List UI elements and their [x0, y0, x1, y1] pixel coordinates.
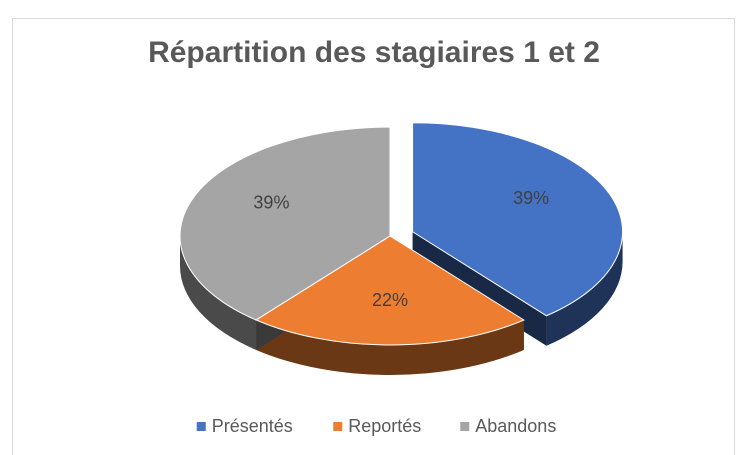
- slice: [255, 235, 525, 346]
- data-label: 39%: [513, 188, 549, 208]
- legend-swatch: [333, 422, 343, 431]
- legend-label: Présentés: [212, 416, 293, 436]
- slice-wall: [180, 236, 257, 350]
- data-label: 22%: [372, 290, 408, 310]
- legend-label: Abandons: [475, 416, 556, 436]
- data-label: 39%: [253, 192, 289, 212]
- slice-wall: [546, 231, 623, 346]
- legend: Présentés Reportés Abandons: [196, 416, 556, 436]
- legend-label: Reportés: [348, 416, 421, 436]
- slice: [412, 122, 624, 317]
- legend-swatch: [196, 422, 206, 431]
- slice-wall: [256, 319, 524, 375]
- chart-title: Répartition des stagiaires 1 et 2: [148, 36, 600, 69]
- slice: [179, 126, 391, 321]
- legend-swatch: [460, 422, 470, 431]
